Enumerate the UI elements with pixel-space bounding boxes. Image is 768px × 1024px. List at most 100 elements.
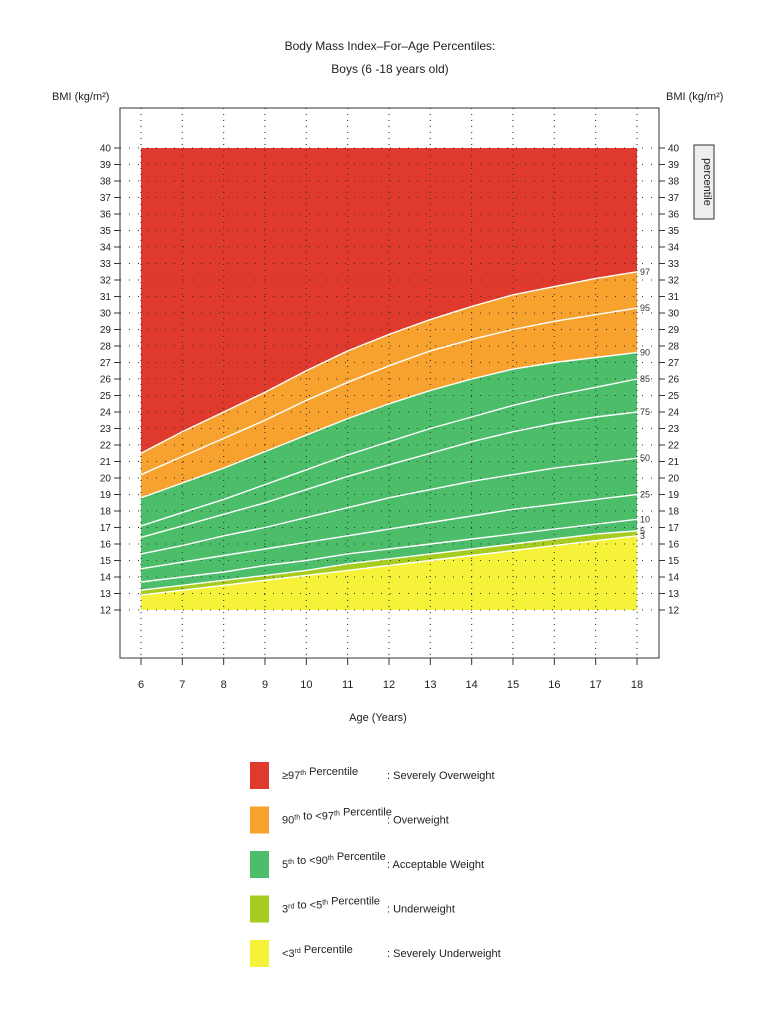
y-tick-label-left: 21 xyxy=(100,457,112,468)
chart-subtitle: Boys (6 -18 years old) xyxy=(331,62,448,76)
y-tick-label-right: 24 xyxy=(668,408,680,419)
curve-p90 xyxy=(140,351,638,499)
y-tick-label-right: 40 xyxy=(668,144,680,155)
y-tick-label-right: 25 xyxy=(668,391,680,402)
percentile-tag: percentile xyxy=(693,144,715,220)
legend: ≥97th Percentile: Severely Overweight 90t… xyxy=(250,762,501,967)
percentile-label-95: 95 xyxy=(640,303,650,313)
curve-p5 xyxy=(140,530,638,591)
y-tick-label-right: 13 xyxy=(668,589,680,600)
x-tick-label: 17 xyxy=(590,679,602,691)
y-tick-label-left: 32 xyxy=(100,276,112,287)
y-tick-label-right: 31 xyxy=(668,292,680,303)
x-tick-label: 6 xyxy=(138,679,144,691)
percentile-label-50: 50 xyxy=(640,453,650,463)
percentile-labels: 35 10 25 50 75 85 90 95 97 xyxy=(640,267,650,541)
y-tick-label-left: 31 xyxy=(100,292,112,303)
x-tick-label: 8 xyxy=(221,679,227,691)
y-tick-label-right: 29 xyxy=(668,325,680,336)
y-tick-label-right: 38 xyxy=(668,177,680,188)
y-tick-label-right: 17 xyxy=(668,523,680,534)
x-tick-label: 12 xyxy=(383,679,395,691)
y-tick-label-right: 36 xyxy=(668,210,680,221)
y-tick-label-left: 25 xyxy=(100,391,112,402)
percentile-label-10: 10 xyxy=(640,514,650,524)
percentile-curves xyxy=(140,271,638,596)
percentile-label-85: 85 xyxy=(640,374,650,384)
percentile-tag-text: percentile xyxy=(701,158,713,206)
chart-title: Body Mass Index–For–Age Percentiles: xyxy=(285,39,496,53)
y-tick-label-left: 33 xyxy=(100,259,112,270)
y-tick-label-right: 19 xyxy=(668,490,680,501)
legend-description: : Overweight xyxy=(387,815,449,827)
x-tick-label: 10 xyxy=(300,679,312,691)
y-tick-label-left: 16 xyxy=(100,540,112,551)
x-tick-label: 16 xyxy=(548,679,560,691)
legend-description: : Acceptable Weight xyxy=(387,859,484,871)
legend-swatch xyxy=(250,762,269,789)
y-tick-label-right: 21 xyxy=(668,457,680,468)
percentile-label-25: 25 xyxy=(640,490,650,500)
legend-description: : Severely Overweight xyxy=(387,770,495,782)
y-tick-label-right: 39 xyxy=(668,160,680,171)
band-acceptable-weight xyxy=(141,352,637,591)
y-tick-label-right: 33 xyxy=(668,259,680,270)
curve-p25 xyxy=(140,493,638,570)
y-tick-label-left: 38 xyxy=(100,177,112,188)
legend-label: 90th to <97th Percentile xyxy=(282,807,392,827)
legend-description: : Underweight xyxy=(387,904,455,916)
curve-p75 xyxy=(140,411,638,539)
legend-label: 5th to <90th Percentile xyxy=(282,851,386,871)
y-tick-label-right: 37 xyxy=(668,193,680,204)
y-tick-label-left: 19 xyxy=(100,490,112,501)
curve-p50 xyxy=(140,457,638,555)
y-tick-label-left: 18 xyxy=(100,507,112,518)
y-tick-label-left: 17 xyxy=(100,523,112,534)
y-tick-label-left: 36 xyxy=(100,210,112,221)
y-tick-label-left: 28 xyxy=(100,342,112,353)
x-tick-label: 9 xyxy=(262,679,268,691)
y-tick-label-right: 14 xyxy=(668,573,680,584)
x-tick-label: 13 xyxy=(424,679,436,691)
y-ticks: 12 12 13 13 14 14 15 15 16 16 17 17 18 18 19 19 20 20 21 21… xyxy=(100,144,680,617)
legend-swatch xyxy=(250,940,269,967)
y-axis-label-left: BMI (kg/m²) xyxy=(52,91,109,103)
percentile-label-3: 3 xyxy=(640,531,645,541)
legend-description: : Severely Underweight xyxy=(387,948,501,960)
x-tick-label: 15 xyxy=(507,679,519,691)
x-tick-label: 7 xyxy=(179,679,185,691)
legend-label: <3rd Percentile xyxy=(282,944,353,960)
y-tick-label-right: 12 xyxy=(668,606,680,617)
curve-p10 xyxy=(140,518,638,583)
y-tick-label-left: 34 xyxy=(100,243,112,254)
y-tick-label-left: 12 xyxy=(100,606,112,617)
legend-swatch xyxy=(250,851,269,878)
x-axis-label: Age (Years) xyxy=(349,712,407,724)
y-tick-label-left: 35 xyxy=(100,226,112,237)
curve-p97 xyxy=(140,271,638,454)
y-tick-label-left: 39 xyxy=(100,160,112,171)
y-tick-label-right: 15 xyxy=(668,556,680,567)
y-tick-label-right: 28 xyxy=(668,342,680,353)
percentile-label-97: 97 xyxy=(640,267,650,277)
y-tick-label-left: 23 xyxy=(100,424,112,435)
y-tick-label-right: 30 xyxy=(668,309,680,320)
y-tick-label-right: 26 xyxy=(668,375,680,386)
y-tick-label-left: 37 xyxy=(100,193,112,204)
x-tick-label: 18 xyxy=(631,679,643,691)
curve-p3 xyxy=(140,535,638,596)
band-severely-underweight xyxy=(141,535,637,610)
y-tick-label-right: 18 xyxy=(668,507,680,518)
y-tick-label-right: 32 xyxy=(668,276,680,287)
y-tick-label-right: 22 xyxy=(668,441,680,452)
percentile-label-5: 5 xyxy=(640,526,645,536)
y-tick-label-left: 40 xyxy=(100,144,112,155)
y-tick-label-left: 15 xyxy=(100,556,112,567)
y-tick-label-left: 20 xyxy=(100,474,112,485)
y-tick-label-left: 13 xyxy=(100,589,112,600)
y-tick-label-right: 27 xyxy=(668,358,680,369)
y-tick-label-left: 24 xyxy=(100,408,112,419)
y-tick-label-left: 26 xyxy=(100,375,112,386)
legend-swatch xyxy=(250,895,269,923)
